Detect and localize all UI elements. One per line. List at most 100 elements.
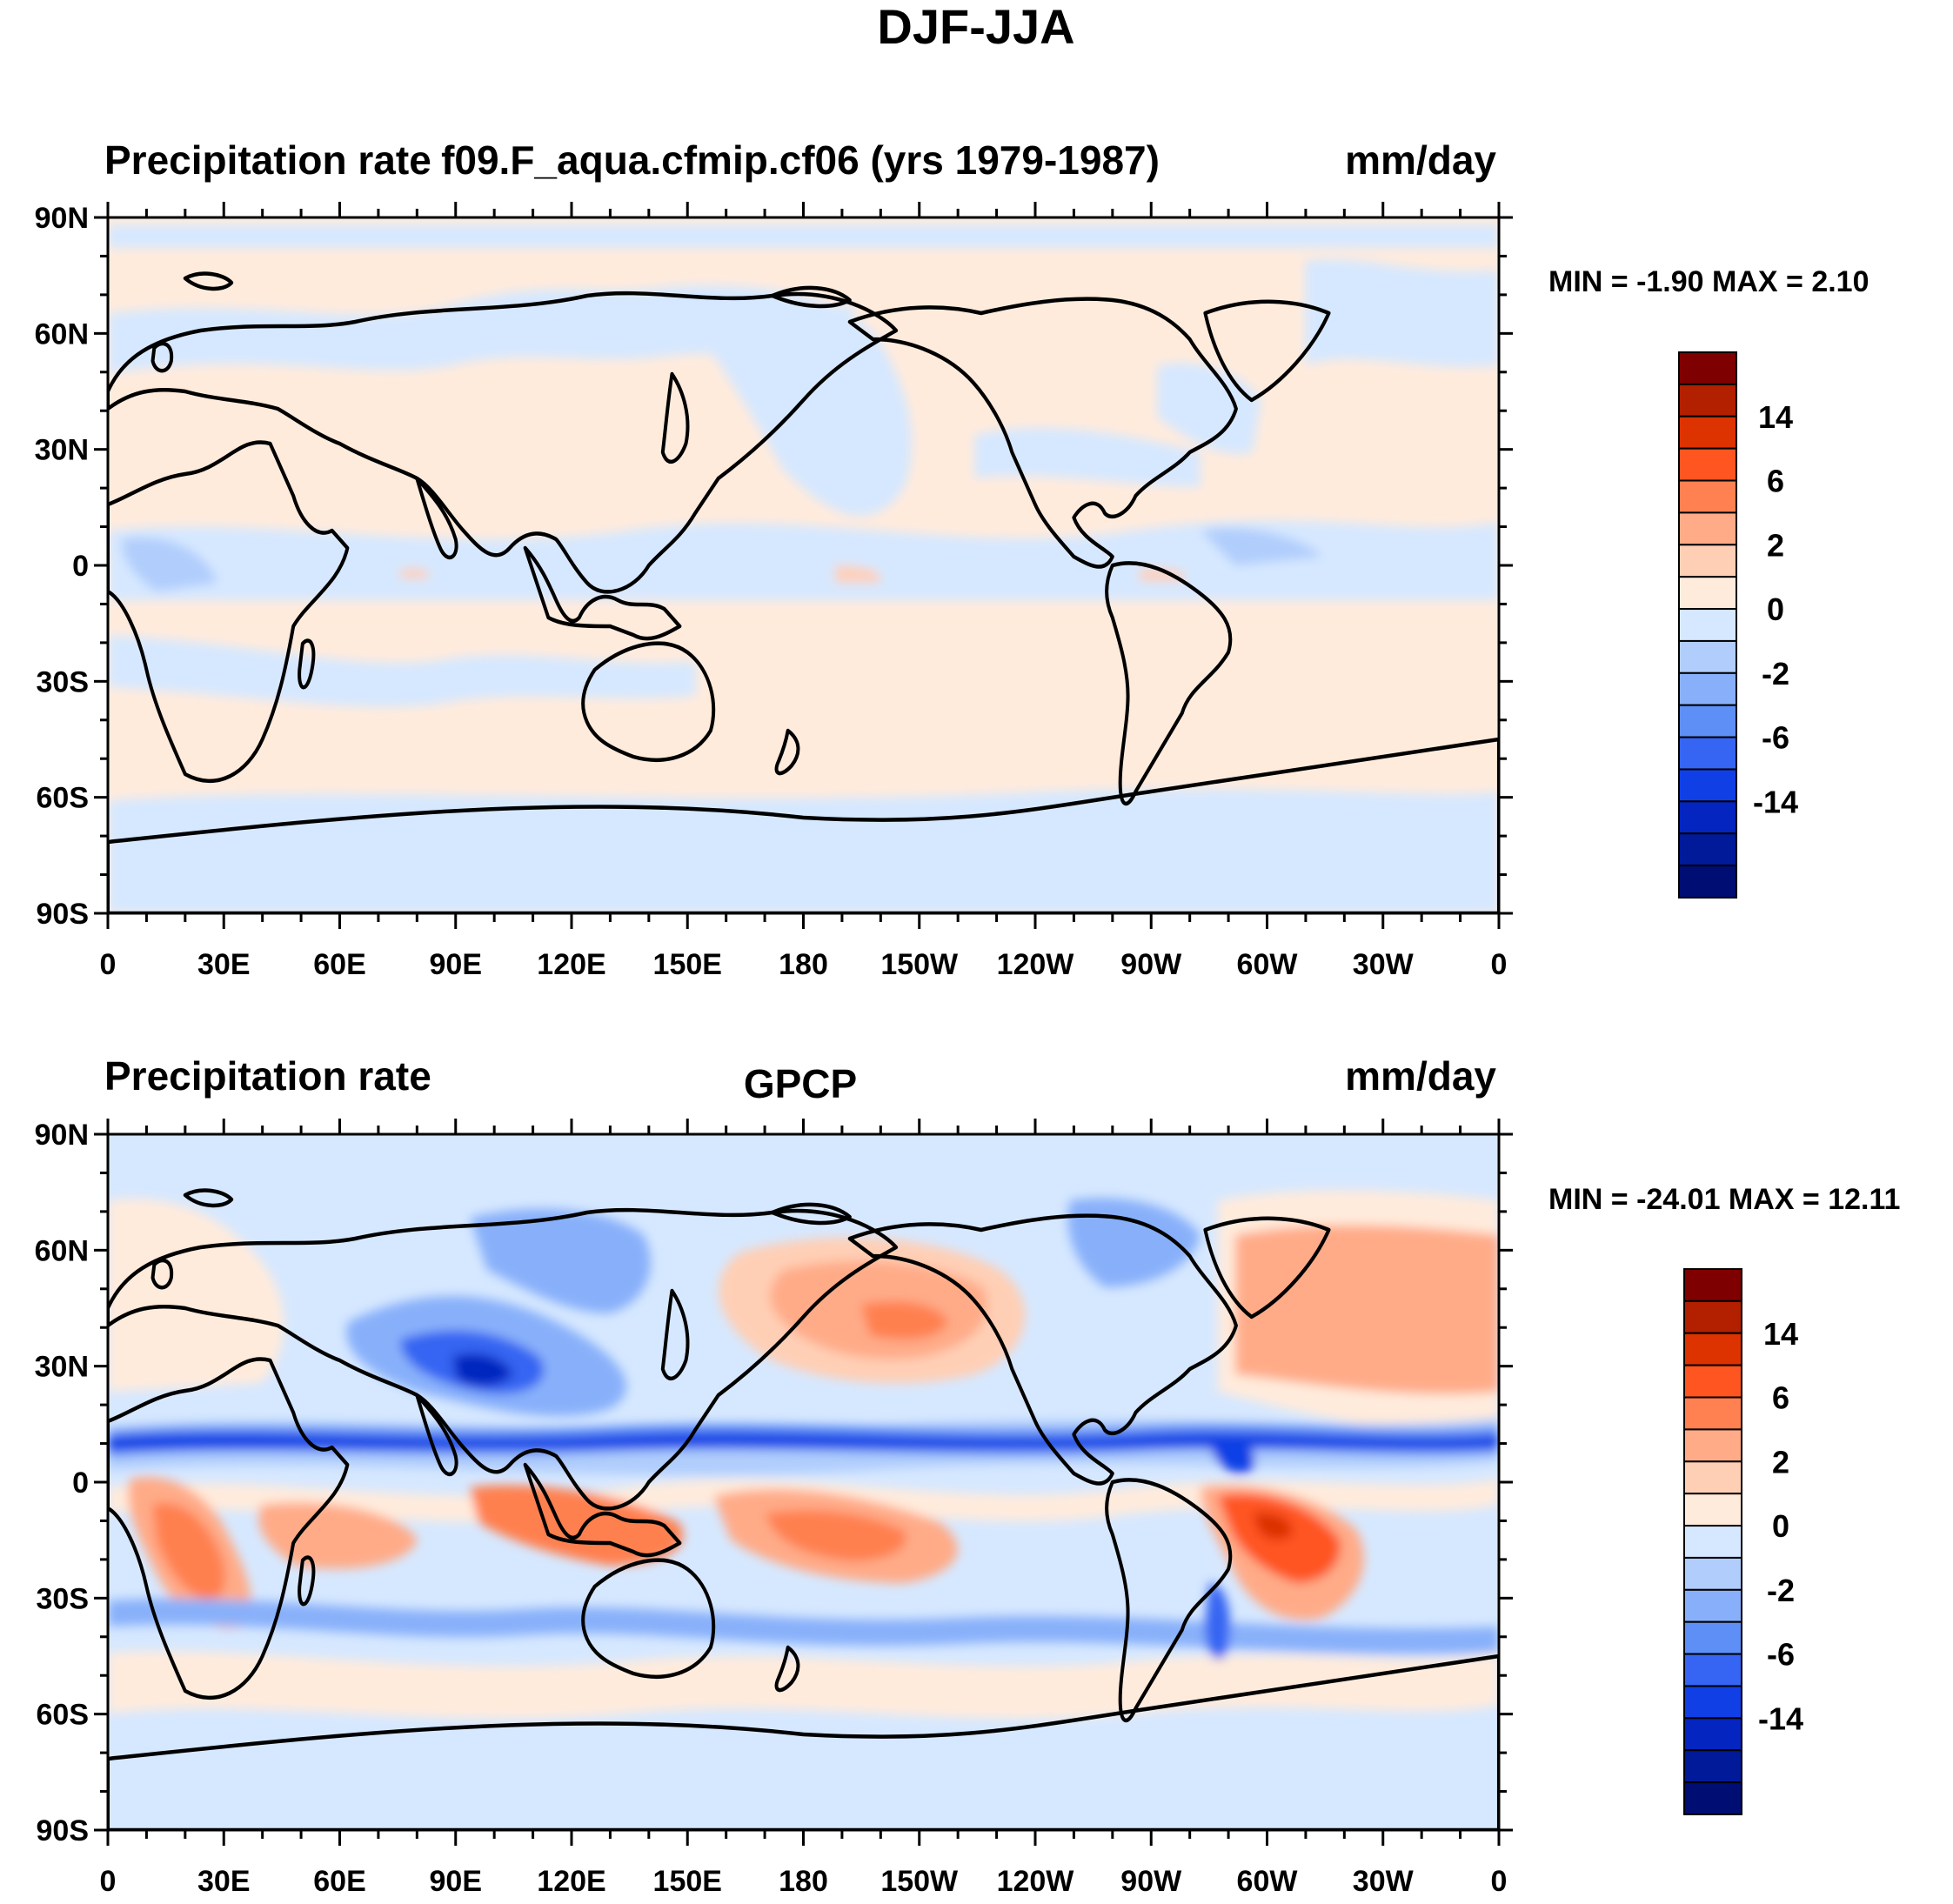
- panel-bottom-colorbar-box: [1683, 1781, 1742, 1816]
- panel-top-colorbar-box: [1678, 415, 1737, 450]
- panel-bottom-map: [108, 1134, 1499, 1830]
- panel-bottom-colorbar-label: -6: [1767, 1637, 1795, 1673]
- panel-top-colorbar-box: [1678, 671, 1737, 706]
- panel-bottom-colorbar-box: [1683, 1493, 1742, 1527]
- panel-bottom-lat-label: 30S: [37, 1582, 90, 1615]
- panel-top-colorbar-box: [1678, 479, 1737, 514]
- panel-top-ticks: [94, 202, 1513, 929]
- panel-top-lon-label: 0: [100, 948, 117, 981]
- panel-bottom-colorbar-box: [1683, 1299, 1742, 1334]
- panel-bottom-colorbar-box: [1683, 1268, 1742, 1302]
- panel-top-colorbar-box: [1678, 511, 1737, 546]
- panel-bottom-lon-label: 60E: [313, 1865, 366, 1898]
- panel-top-center-title: f09.F_aqua.cfmip.cf06 (yrs 1979-1987): [441, 137, 1160, 183]
- panel-bottom-lon-label: 180: [779, 1865, 828, 1898]
- panel-top-lon-label: 150W: [880, 948, 959, 981]
- main-title: DJF-JJA: [877, 0, 1074, 54]
- panel-top-lat-label: 30N: [35, 434, 89, 467]
- panel-bottom-colorbar-box: [1683, 1332, 1742, 1366]
- panel-bottom-colorbar-label: 0: [1772, 1508, 1789, 1544]
- panel-bottom-colorbar-label: 14: [1763, 1316, 1798, 1352]
- panel-top-colorbar-label: -6: [1762, 720, 1789, 756]
- panel-bottom-units: mm/day: [1345, 1053, 1496, 1099]
- panel-top-colorbar-box: [1678, 351, 1737, 385]
- panel-top-colorbar-label: 2: [1767, 527, 1784, 563]
- panel-top-colorbar-box: [1678, 544, 1737, 578]
- panel-bottom-lon-labels: 0 30E 60E 90E 120E 150E 180 150W 120W 90W 60W 30W 0: [100, 1865, 1508, 1898]
- panel-top-colorbar-box: [1678, 768, 1737, 803]
- panel-top-minmax: MIN = -1.90 MAX = 2.10: [1548, 265, 1869, 298]
- panel-bottom-lon-label: 150W: [880, 1865, 959, 1898]
- panel-bottom-colorbar-label: 2: [1772, 1444, 1789, 1480]
- panel-top-model: Precipitation rate f09.F_aqua.cfmip.cf06…: [35, 137, 1869, 981]
- panel-top-lon-label: 30W: [1353, 948, 1415, 981]
- panel-top-lon-label: 60W: [1237, 948, 1299, 981]
- panel-top-lat-label: 60S: [37, 782, 90, 815]
- panel-bottom-left-title: Precipitation rate: [104, 1053, 431, 1099]
- panel-bottom-gpcp: Precipitation rate GPCP mm/day: [35, 1053, 1901, 1898]
- panel-bottom-lon-label: 60W: [1237, 1865, 1299, 1898]
- panel-top-colorbar-box: [1678, 832, 1737, 867]
- panel-top-colorbar: 14 6 2 0 -2 -6 -14: [1678, 351, 1798, 899]
- panel-bottom-colorbar-label: -14: [1758, 1700, 1803, 1736]
- panel-top-lat-label: 30S: [37, 665, 90, 698]
- panel-top-lat-label: 90N: [35, 202, 89, 235]
- panel-bottom-lon-label: 90W: [1120, 1865, 1182, 1898]
- panel-bottom-lat-label: 30N: [35, 1351, 89, 1384]
- panel-bottom-colorbar-label: 6: [1772, 1380, 1789, 1416]
- panel-bottom-colorbar-box: [1683, 1525, 1742, 1559]
- panel-top-map: [108, 217, 1499, 913]
- panel-bottom-colorbar-box: [1683, 1588, 1742, 1623]
- panel-top-left-title: Precipitation rate: [104, 137, 431, 183]
- panel-bottom-colorbar-box: [1683, 1460, 1742, 1495]
- panel-top-lon-labels: 0 30E 60E 90E 120E 150E 180 150W 120W 90W 60W 30W 0: [100, 948, 1508, 981]
- panel-bottom-lon-label: 0: [1491, 1865, 1508, 1898]
- panel-top-lat-labels: 90N 60N 30N 0 30S 60S 90S: [35, 202, 89, 931]
- panel-bottom-colorbar-box: [1683, 1685, 1742, 1720]
- panel-top-lon-label: 90E: [430, 948, 483, 981]
- panel-top-lat-label: 0: [72, 550, 89, 583]
- panel-top-lon-label: 180: [779, 948, 828, 981]
- panel-bottom-ticks: [94, 1119, 1513, 1846]
- panel-bottom-colorbar-box: [1683, 1749, 1742, 1784]
- panel-top-lon-label: 120E: [537, 948, 605, 981]
- panel-bottom-lon-label: 30W: [1353, 1865, 1415, 1898]
- panel-bottom-colorbar-label: -2: [1767, 1573, 1795, 1608]
- panel-top-colorbar-box: [1678, 800, 1737, 835]
- panel-top-colorbar-box: [1678, 736, 1737, 771]
- panel-bottom-lat-label: 90N: [35, 1119, 89, 1152]
- panel-top-lon-label: 60E: [313, 948, 366, 981]
- panel-top-colorbar-box: [1678, 447, 1737, 482]
- panel-bottom-lat-label: 0: [72, 1466, 89, 1500]
- panel-bottom-colorbar-box: [1683, 1653, 1742, 1687]
- panel-top-lon-label: 30E: [197, 948, 251, 981]
- panel-top-colorbar-label: -14: [1753, 784, 1798, 819]
- panel-bottom-lon-label: 120E: [537, 1865, 605, 1898]
- panel-top-colorbar-label: 6: [1767, 464, 1784, 499]
- panel-bottom-lon-label: 0: [100, 1865, 117, 1898]
- panel-top-lat-label: 60N: [35, 317, 89, 351]
- panel-top-lon-label: 90W: [1120, 948, 1182, 981]
- panel-bottom-lat-label: 60N: [35, 1234, 89, 1267]
- panel-top-colorbar-box: [1678, 865, 1737, 899]
- panel-bottom-lat-label: 60S: [37, 1699, 90, 1732]
- panel-top-units: mm/day: [1345, 137, 1496, 183]
- panel-top-colorbar-label: 0: [1767, 591, 1784, 627]
- panel-top-colorbar-label: 14: [1758, 399, 1793, 435]
- panel-top-colorbar-box: [1678, 383, 1737, 418]
- panel-bottom-colorbar-box: [1683, 1364, 1742, 1399]
- panel-bottom-colorbar: 14 6 2 0 -2 -6 -14: [1683, 1268, 1803, 1816]
- panel-bottom-colorbar-box: [1683, 1717, 1742, 1752]
- panel-bottom-lon-label: 30E: [197, 1865, 251, 1898]
- panel-top-lat-label: 90S: [37, 898, 90, 931]
- panel-bottom-colorbar-box: [1683, 1396, 1742, 1431]
- panel-top-colorbar-box: [1678, 639, 1737, 674]
- panel-top-lon-label: 120W: [997, 948, 1075, 981]
- panel-top-lon-label: 150E: [653, 948, 722, 981]
- panel-top-lon-label: 0: [1491, 948, 1508, 981]
- panel-bottom-colorbar-box: [1683, 1428, 1742, 1463]
- panel-bottom-center-title: GPCP: [744, 1061, 857, 1106]
- panel-bottom-lon-label: 90E: [430, 1865, 483, 1898]
- panel-bottom-colorbar-box: [1683, 1556, 1742, 1591]
